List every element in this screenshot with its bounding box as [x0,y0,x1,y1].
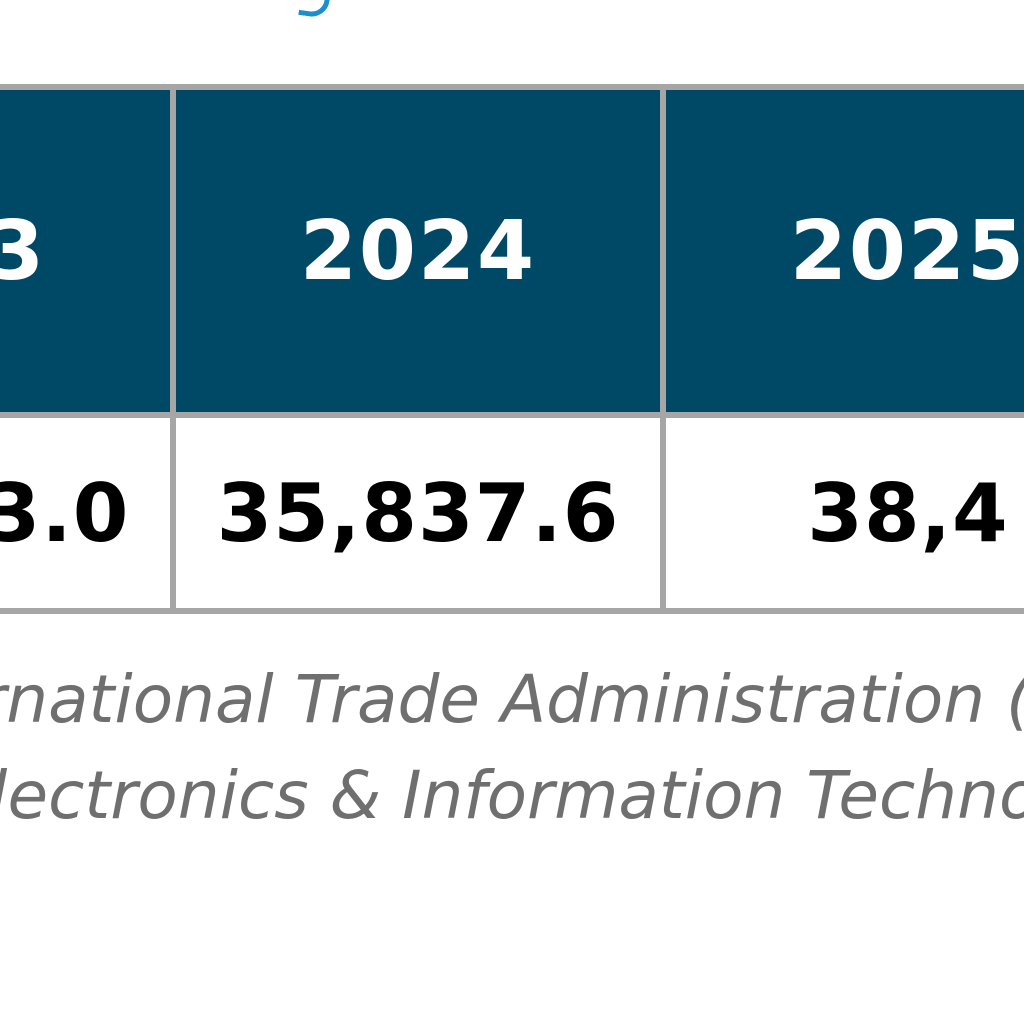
value-cell-2025: 38,4 [660,412,1024,614]
market-size-table: 2023 2024 2025 33,413.0 35,837.6 38,4 [0,84,1024,614]
source-note: Source: International Trade Administrati… [0,652,1024,844]
table-row: 33,413.0 35,837.6 38,4 [0,412,1024,614]
value-cell-2024: 35,837.6 [170,412,666,614]
source-line-2: Ministry of Electronics & Information Te… [0,757,1024,834]
header-cell-2023: 2023 [0,84,176,418]
header-cell-2024: 2024 [170,84,666,418]
source-line-1: Source: International Trade Administrati… [0,661,1024,738]
heading-fragment-glyph [298,0,331,19]
market-size-table-container: 2023 2024 2025 33,413.0 35,837.6 38,4 [0,84,1024,614]
value-cell-2023: 33,413.0 [0,412,176,614]
header-cell-2025: 2025 [660,84,1024,418]
table-header-row: 2023 2024 2025 [0,84,1024,418]
